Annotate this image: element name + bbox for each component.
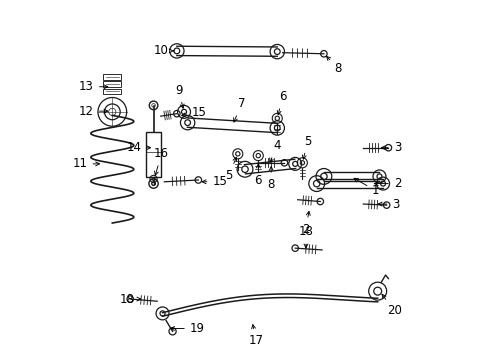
- Text: 5: 5: [302, 135, 312, 159]
- Text: 18: 18: [119, 293, 141, 306]
- Bar: [103, 81, 122, 87]
- Text: 5: 5: [225, 157, 237, 182]
- Text: 11: 11: [73, 157, 99, 170]
- Text: 8: 8: [326, 57, 342, 75]
- Text: 7: 7: [234, 98, 245, 122]
- Text: 1: 1: [354, 178, 380, 197]
- Bar: [147, 132, 161, 177]
- Text: 9: 9: [175, 84, 184, 108]
- Text: 2: 2: [302, 211, 310, 236]
- Text: 14: 14: [127, 141, 150, 154]
- Text: 4: 4: [270, 139, 281, 162]
- Text: 19: 19: [171, 322, 205, 335]
- Text: 8: 8: [268, 167, 275, 191]
- Text: 3: 3: [382, 141, 401, 154]
- Text: 6: 6: [254, 164, 262, 186]
- Text: 15: 15: [182, 106, 207, 119]
- Text: 17: 17: [248, 325, 263, 347]
- Text: 12: 12: [79, 105, 108, 118]
- Text: 18: 18: [298, 225, 314, 248]
- Text: 3: 3: [378, 198, 400, 211]
- Bar: [103, 89, 122, 94]
- Text: 2: 2: [374, 177, 401, 190]
- Text: 16: 16: [154, 147, 169, 175]
- Text: 20: 20: [382, 294, 402, 318]
- Text: 10: 10: [153, 44, 174, 57]
- Text: 13: 13: [79, 80, 108, 93]
- Text: 6: 6: [277, 90, 286, 114]
- Bar: [103, 74, 122, 80]
- Text: 15: 15: [202, 175, 227, 188]
